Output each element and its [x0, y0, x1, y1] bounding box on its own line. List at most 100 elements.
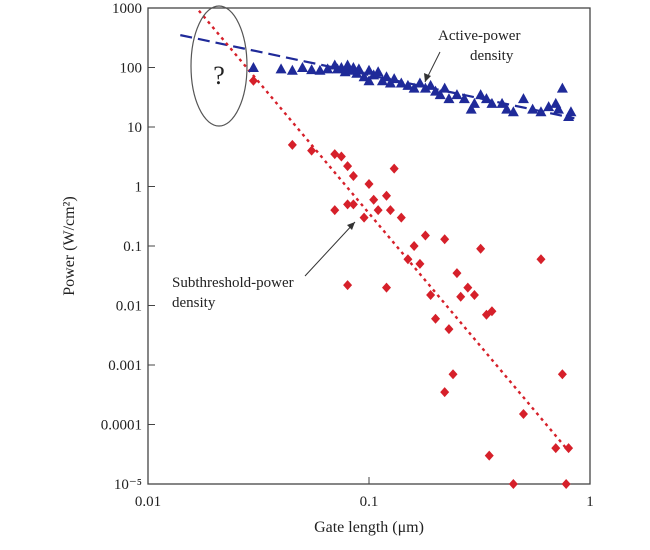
subthreshold-power-point: [330, 149, 340, 160]
active-power-point: [439, 82, 451, 93]
subthreshold-power-point: [330, 205, 340, 216]
subthreshold-power-point: [518, 409, 528, 420]
subthreshold-power-point: [385, 205, 395, 216]
subthreshold-power-point: [336, 151, 346, 162]
subthreshold-power-point: [343, 280, 353, 291]
subthreshold-power-point: [373, 205, 383, 216]
subthreshold-power-point: [307, 145, 317, 156]
subthreshold-power-point: [456, 291, 466, 302]
active-power-point: [380, 71, 392, 82]
active-power-point: [408, 82, 420, 93]
active-power-point: [475, 89, 487, 100]
y-tick-label: 0.1: [123, 239, 142, 255]
active-power-point: [527, 103, 539, 114]
subthreshold-power-point: [396, 212, 406, 223]
active-power-point: [402, 79, 414, 90]
active-power-point: [434, 89, 446, 100]
subthreshold-power-point: [452, 268, 462, 279]
subthreshold-power-point: [463, 282, 473, 293]
active-power-point: [443, 93, 455, 104]
active-power-point: [314, 64, 326, 75]
subthreshold-power-point: [487, 306, 497, 317]
y-tick-label: 100: [120, 61, 143, 77]
question-ellipse: [190, 5, 248, 127]
active-power-point: [468, 97, 480, 108]
x-tick-label: 0.01: [135, 494, 161, 510]
subthreshold-power-point: [369, 194, 379, 205]
subthreshold-power-point: [557, 369, 567, 380]
active-power-point: [419, 82, 431, 93]
active-power-series: [247, 59, 577, 122]
active-power-point: [275, 63, 287, 74]
subthreshold-power-series: [248, 75, 574, 489]
subthreshold-power-point: [469, 290, 479, 301]
y-tick-label: 0.0001: [101, 418, 142, 434]
y-tick-label: 10: [127, 120, 142, 136]
active-power-point: [507, 106, 519, 117]
subthreshold-power-point: [440, 234, 450, 245]
active-power-point: [486, 97, 498, 108]
subthreshold-power-point: [359, 212, 369, 223]
y-tick-label: 0.01: [116, 299, 142, 315]
subthreshold-power-point: [343, 161, 353, 172]
active-power-point: [363, 64, 375, 75]
subthreshold-pointer: [304, 221, 356, 277]
active-power-label-line1: Active-power: [438, 28, 520, 44]
subthreshold-power-point: [536, 254, 546, 265]
active-power-point: [451, 89, 463, 100]
active-power-point: [247, 62, 259, 72]
subthreshold-power-point: [248, 75, 258, 86]
subthreshold-power-point: [561, 479, 571, 489]
subthreshold-power-point: [287, 139, 297, 150]
x-tick-label: 1: [586, 494, 594, 510]
active-power-point: [306, 64, 318, 75]
subthreshold-power-point: [381, 282, 391, 293]
subthreshold-power-point: [409, 241, 419, 251]
active-power-point: [565, 106, 577, 117]
active-power-point: [543, 101, 555, 112]
subthreshold-power-point: [420, 230, 430, 241]
active-power-point: [322, 63, 334, 74]
active-power-point: [353, 63, 365, 74]
subthreshold-power-point: [440, 387, 450, 398]
x-axis-ticks: 0.01 0.1 1: [135, 477, 594, 510]
subthreshold-label-line1: Subthreshold-power: [172, 275, 294, 291]
subthreshold-power-point: [403, 254, 413, 265]
subthreshold-power-point: [448, 369, 458, 380]
y-tick-label: 0.001: [108, 358, 142, 374]
active-power-point: [552, 103, 564, 114]
subthreshold-power-point: [444, 324, 454, 335]
subthreshold-power-point: [564, 443, 574, 454]
y-tick-label: 10⁻⁵: [114, 477, 142, 493]
subthreshold-power-point: [484, 450, 494, 461]
question-mark: ?: [213, 61, 225, 90]
active-power-point: [363, 75, 375, 86]
subthreshold-label-line2: density: [172, 295, 216, 311]
active-power-point: [388, 73, 400, 84]
subthreshold-pointer-head: [347, 222, 355, 230]
active-power-point: [556, 82, 568, 93]
subthreshold-power-point: [348, 171, 358, 182]
subthreshold-power-point: [426, 290, 436, 301]
active-power-point: [286, 64, 298, 75]
active-power-point: [535, 106, 547, 117]
active-power-pointer-head: [424, 73, 431, 82]
y-axis-label: Power (W/cm²): [61, 196, 78, 295]
subthreshold-power-point: [431, 313, 441, 324]
x-axis-label: Gate length (μm): [314, 519, 424, 536]
active-power-point: [395, 77, 407, 88]
active-power-point: [480, 93, 492, 104]
active-power-point: [496, 97, 508, 108]
subthreshold-power-point: [348, 199, 358, 210]
subthreshold-power-point: [415, 258, 425, 269]
subthreshold-power-point: [343, 199, 353, 210]
subthreshold-power-point: [508, 479, 518, 489]
active-power-point: [501, 103, 513, 114]
y-tick-label: 1000: [112, 1, 142, 17]
y-axis-ticks: 1000 100 10 1 0.1 0.01 0.001 0.0001 10⁻⁵: [101, 1, 155, 493]
active-power-point: [372, 66, 384, 77]
active-power-point: [358, 71, 370, 82]
active-power-point: [425, 79, 437, 90]
subthreshold-power-point: [551, 443, 561, 454]
